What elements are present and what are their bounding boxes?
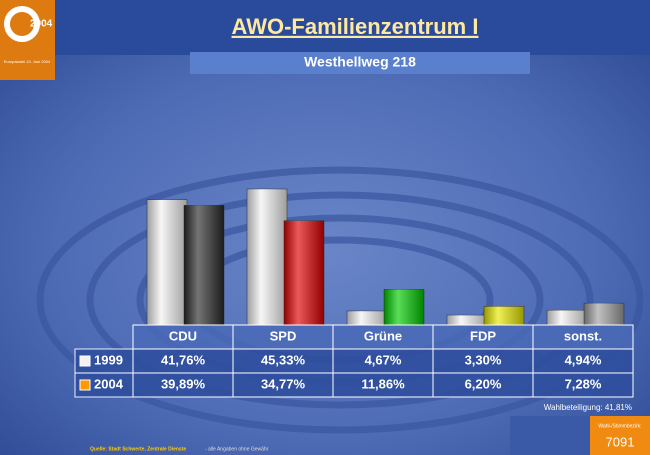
logo-year: 2004	[30, 19, 53, 30]
slide: 2004 Europawahl 13. Juni 2004 AWO-Famili…	[0, 0, 650, 455]
source: Quelle: Stadt Schwerte, Zentrale Dienste	[90, 446, 186, 452]
value-label: 4,67%	[365, 352, 402, 367]
value-label: 39,89%	[161, 376, 206, 391]
category-label: Grüne	[364, 328, 402, 343]
logo-caption: Europawahl 13. Juni 2004	[4, 59, 51, 64]
legend-label: 1999	[94, 352, 123, 367]
legend-label: 2004	[94, 376, 124, 391]
value-label: 4,94%	[565, 352, 602, 367]
district-image	[510, 416, 590, 455]
value-label: 3,30%	[465, 352, 502, 367]
chart-title: AWO-Familienzentrum I	[232, 14, 479, 39]
bar-shine	[447, 315, 487, 325]
value-label: 6,20%	[465, 376, 502, 391]
district-label: Wahl-/Stimmbezirk:	[598, 423, 641, 429]
turnout: Wahlbeteiligung: 41,81%	[544, 403, 632, 412]
value-label: 41,76%	[161, 352, 206, 367]
category-label: FDP	[470, 328, 496, 343]
category-label: sonst.	[564, 328, 602, 343]
bar-shine	[347, 311, 387, 325]
table-row	[75, 373, 633, 397]
legend-swatch	[80, 356, 90, 366]
table-row	[75, 349, 633, 373]
district: 7091	[606, 434, 635, 449]
category-label: SPD	[270, 328, 297, 343]
value-label: 45,33%	[261, 352, 306, 367]
bar-shine	[484, 306, 524, 325]
category-label: CDU	[169, 328, 197, 343]
value-label: 11,86%	[361, 376, 405, 391]
value-label: 34,77%	[261, 376, 306, 391]
legend-swatch	[80, 380, 90, 390]
bar-shine	[147, 200, 187, 325]
bar-shine	[184, 205, 224, 325]
disclaimer: - alle Angaben ohne Gewähr	[205, 446, 269, 452]
value-label: 7,28%	[565, 376, 602, 391]
bar-shine	[547, 310, 587, 325]
chart-subtitle: Westhellweg 218	[304, 54, 416, 70]
bar-shine	[384, 289, 424, 325]
bar-shine	[247, 189, 287, 325]
bar-shine	[584, 303, 624, 325]
bar-shine	[284, 221, 324, 325]
